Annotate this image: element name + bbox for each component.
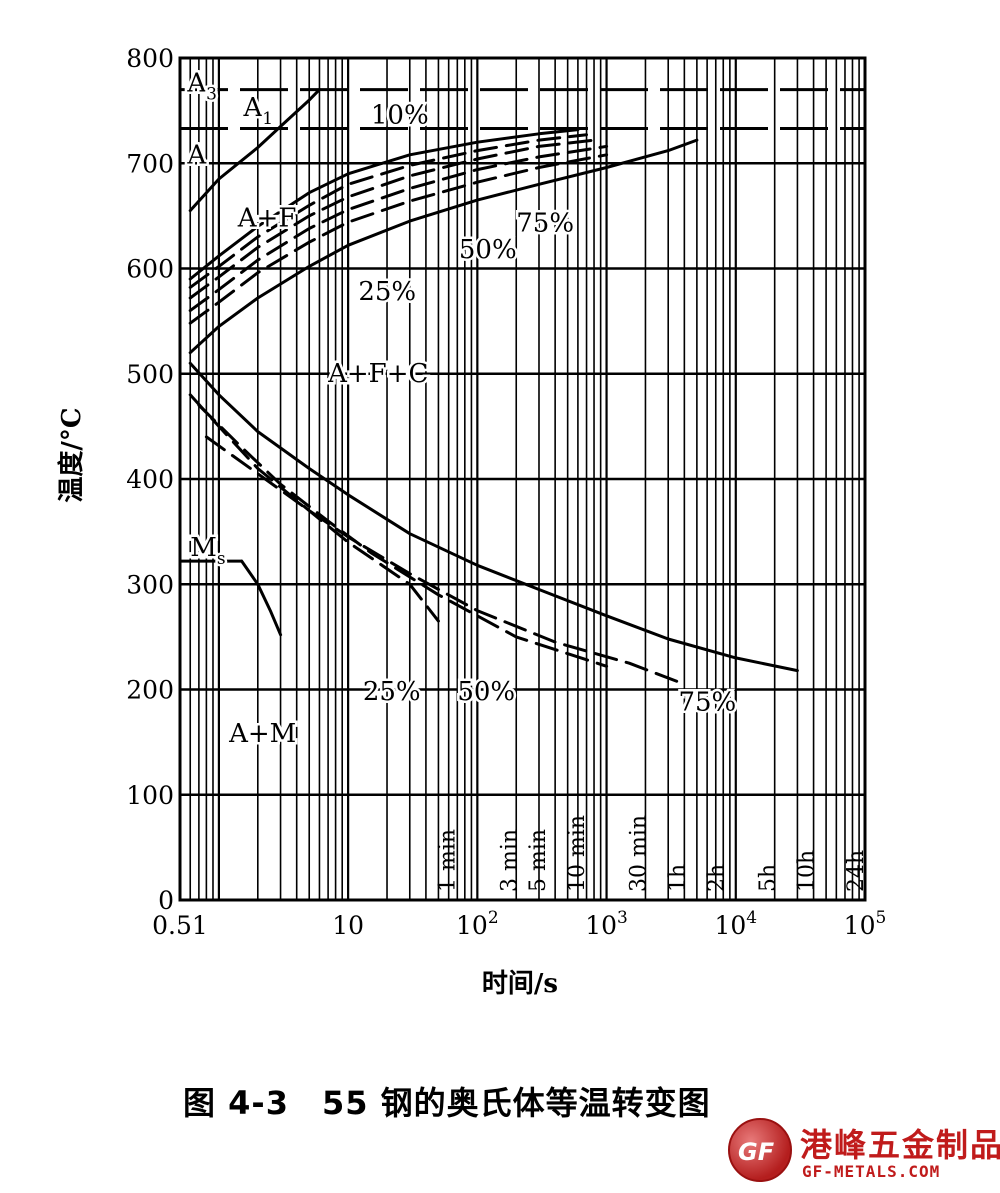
annotation-label: A+M: [228, 719, 296, 749]
series-ms-drop: [240, 559, 283, 637]
time-mark-label: 5 min: [526, 829, 551, 892]
annotation-label: 25%: [358, 277, 416, 307]
annotation-label: 25%: [363, 677, 421, 707]
series-a-curve: [188, 88, 321, 213]
series-lower-start: [188, 361, 799, 673]
brand-url: GF-METALS.COM: [802, 1162, 941, 1181]
time-mark-label: 30 min: [627, 815, 652, 892]
time-mark-label: 10 min: [565, 815, 590, 892]
tick-labels: 0 100 200 300 400 500 600 700 800 0.51 10 102 103 104…: [126, 44, 886, 940]
figure-caption: 图 4-3 55 钢的奥氏体等温转变图: [183, 1084, 711, 1122]
y-tick-label: 500: [126, 360, 174, 389]
x-tick-label: 0.51: [152, 911, 208, 940]
x-tick-label: 10: [332, 911, 364, 940]
x-tick-label: 104: [714, 908, 757, 940]
series-upper-finish: [188, 138, 699, 355]
reference-lines: [180, 88, 865, 563]
time-mark-label: 1h: [665, 864, 690, 892]
annotation-label: A+F+C: [327, 359, 428, 389]
y-tick-label: 800: [126, 44, 174, 73]
y-tick-label: 600: [126, 255, 174, 284]
series-upper-75-: [188, 153, 609, 325]
series-upper-start: [188, 128, 580, 281]
x-tick-label: 105: [844, 908, 887, 940]
series-upper-10-: [188, 133, 588, 289]
y-tick-label: 400: [126, 465, 174, 494]
time-mark-label: 3 min: [497, 829, 522, 892]
series-lower-25-: [188, 393, 440, 623]
series-lower-75-: [204, 435, 686, 686]
time-mark-label: 10h: [795, 850, 820, 892]
annotation-label: 75%: [516, 209, 574, 239]
time-mark-label: 1 min: [436, 829, 461, 892]
x-tick-label: 102: [456, 908, 499, 940]
series-upper-25-: [188, 138, 596, 300]
plot-frame: [178, 56, 867, 902]
grid-layer: [179, 56, 865, 902]
series-layer: [188, 88, 799, 686]
y-tick-label: 0: [158, 886, 174, 915]
y-tick-label: 200: [126, 676, 174, 705]
annotation-label: 10%: [371, 100, 429, 130]
time-mark-label: 2h: [704, 864, 729, 892]
chart: 0 100 200 300 400 500 600 700 800 0.51 10 102 103 104…: [56, 44, 886, 999]
series-upper-50-: [188, 144, 609, 313]
y-tick-label: 100: [126, 781, 174, 810]
globe-logo-icon: GF: [728, 1118, 792, 1182]
series-lower-50-: [197, 403, 609, 668]
x-axis-label: 时间/s: [482, 969, 558, 999]
annotation-label: 50%: [457, 677, 515, 707]
watermark: GF 港峰五金制品 GF-METALS.COM: [728, 1118, 1000, 1190]
annotation-label: A+F: [237, 203, 297, 233]
time-mark-label: 5h: [756, 864, 781, 892]
annotation-label: 50%: [459, 235, 517, 265]
annotation-label: Ms: [190, 533, 225, 569]
x-tick-label: 103: [585, 908, 628, 940]
y-tick-label: 700: [126, 149, 174, 178]
time-marks: 1 min 3 min 5 min 10 min 30 min 1h 2h 5h 10h 24h: [436, 815, 869, 892]
annotation-label: A: [186, 140, 207, 170]
brand-name: 港峰五金制品: [800, 1126, 1000, 1164]
y-axis-label: 温度/°C: [56, 407, 87, 502]
logo-text: GF: [738, 1138, 775, 1166]
y-tick-label: 300: [126, 570, 174, 599]
time-mark-label: 24h: [844, 850, 869, 892]
annotation-label: 75%: [678, 688, 736, 718]
